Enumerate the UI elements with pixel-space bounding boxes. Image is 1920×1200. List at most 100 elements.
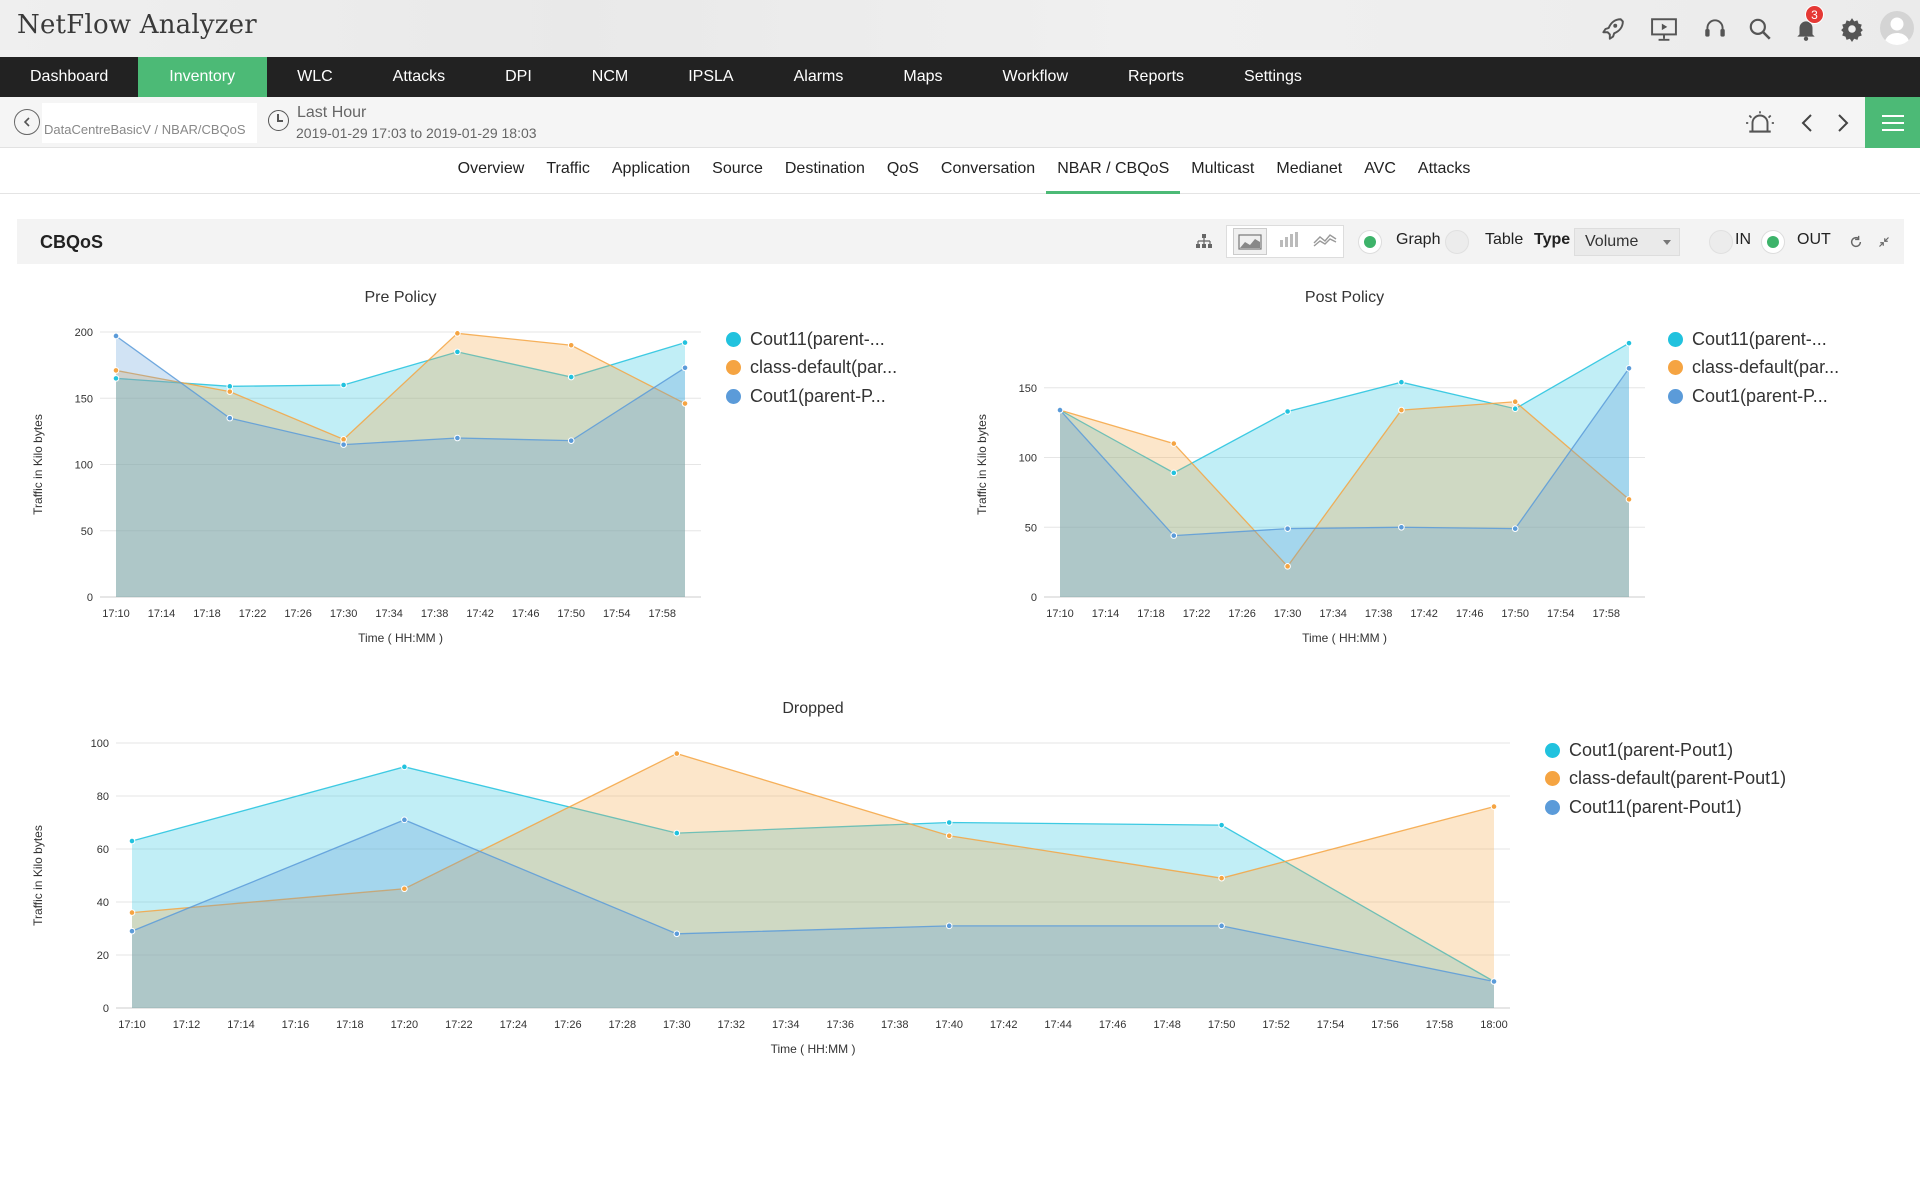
data-point[interactable] [681, 364, 689, 372]
legend-item[interactable]: Cout11(parent-... [1668, 325, 1839, 354]
data-point[interactable] [1490, 978, 1498, 985]
nav-wlc[interactable]: WLC [297, 68, 333, 85]
series-line[interactable] [131, 752, 1495, 914]
next-chevron-icon[interactable] [1828, 109, 1858, 137]
nav-inventory[interactable]: Inventory [138, 57, 268, 97]
data-point[interactable] [1218, 821, 1225, 829]
data-point[interactable] [567, 341, 575, 349]
data-point[interactable] [1398, 406, 1405, 414]
user-avatar[interactable] [1880, 11, 1914, 45]
back-button[interactable] [14, 109, 40, 135]
data-point[interactable] [1218, 922, 1225, 930]
legend-item[interactable]: Cout11(parent-Pout1) [1545, 793, 1786, 822]
data-point[interactable] [112, 375, 120, 382]
tab-overview[interactable]: Overview [457, 160, 525, 177]
tab-attacks[interactable]: Attacks [1417, 160, 1471, 177]
data-point[interactable] [226, 388, 234, 395]
data-point[interactable] [673, 750, 681, 757]
series-area[interactable] [116, 342, 685, 597]
series-line[interactable] [115, 332, 686, 441]
data-point[interactable] [112, 367, 120, 374]
series-line[interactable] [1059, 342, 1630, 474]
alarm-icon[interactable] [1745, 109, 1775, 137]
data-point[interactable] [1511, 525, 1519, 532]
tab-multicast[interactable]: Multicast [1191, 160, 1255, 177]
series-line[interactable] [115, 341, 686, 387]
series-line[interactable] [131, 766, 1495, 983]
data-point[interactable] [401, 885, 408, 893]
legend-item[interactable]: Cout1(parent-P... [1668, 382, 1839, 411]
data-point[interactable] [1511, 398, 1519, 406]
data-point[interactable] [1170, 440, 1178, 447]
nav-alarms[interactable]: Alarms [793, 68, 844, 85]
tab-source[interactable]: Source [712, 160, 763, 177]
data-point[interactable] [128, 909, 136, 916]
legend-item[interactable]: Cout1(parent-Pout1) [1545, 736, 1786, 765]
data-point[interactable] [454, 434, 461, 442]
series-line[interactable] [131, 819, 1495, 983]
data-point[interactable] [1511, 405, 1519, 413]
data-point[interactable] [401, 816, 408, 824]
data-point[interactable] [454, 348, 461, 356]
tab-traffic[interactable]: Traffic [546, 160, 590, 177]
data-point[interactable] [673, 930, 681, 938]
series-area[interactable] [132, 753, 1494, 1008]
series-area[interactable] [116, 333, 685, 597]
legend-item[interactable]: Cout11(parent-... [726, 325, 897, 354]
previous-chevron-icon[interactable] [1792, 109, 1822, 137]
data-point[interactable] [340, 441, 347, 448]
nav-reports[interactable]: Reports [1128, 68, 1185, 85]
series-line[interactable] [1059, 367, 1630, 537]
collapse-icon[interactable] [1874, 228, 1894, 256]
tab-application[interactable]: Application [611, 160, 691, 177]
headset-icon[interactable] [1700, 14, 1730, 44]
series-area[interactable] [132, 766, 1494, 1008]
data-point[interactable] [1490, 803, 1498, 810]
data-point[interactable] [128, 927, 136, 935]
legend-item[interactable]: class-default(par... [726, 354, 897, 383]
nav-attacks[interactable]: Attacks [392, 68, 446, 85]
legend-item[interactable]: Cout1(parent-P... [726, 382, 897, 411]
data-point[interactable] [1284, 563, 1291, 570]
nav-dashboard[interactable]: Dashboard [30, 68, 109, 85]
nav-settings[interactable]: Settings [1244, 68, 1302, 85]
series-area[interactable] [1060, 368, 1629, 597]
area-chart-icon[interactable] [1232, 228, 1267, 255]
tab-medianet[interactable]: Medianet [1276, 160, 1343, 177]
rocket-icon[interactable] [1597, 14, 1627, 44]
data-point[interactable] [1218, 874, 1225, 882]
data-point[interactable] [1398, 378, 1405, 386]
tab-qos[interactable]: QoS [886, 160, 919, 177]
data-point[interactable] [1625, 339, 1633, 347]
notification-bell-icon[interactable]: 3 [1791, 5, 1824, 44]
data-point[interactable] [1170, 469, 1178, 477]
data-point[interactable] [1284, 408, 1291, 415]
nav-dpi[interactable]: DPI [505, 68, 532, 85]
data-point[interactable] [340, 436, 347, 443]
data-point[interactable] [1284, 525, 1291, 532]
series-line[interactable] [115, 335, 686, 446]
bar-chart-icon[interactable] [1278, 231, 1302, 252]
legend-item[interactable]: class-default(parent-Pout1) [1545, 765, 1786, 794]
data-point[interactable] [340, 381, 347, 389]
data-point[interactable] [945, 819, 953, 826]
hamburger-menu-icon[interactable] [1865, 97, 1920, 148]
refresh-icon[interactable] [1846, 228, 1866, 256]
tab-conversation[interactable]: Conversation [940, 160, 1036, 177]
in-radio[interactable] [1709, 230, 1733, 254]
line-chart-icon[interactable] [1313, 231, 1337, 252]
data-point[interactable] [567, 437, 575, 444]
data-point[interactable] [567, 373, 575, 381]
settings-gear-icon[interactable] [1837, 14, 1867, 44]
data-point[interactable] [226, 383, 234, 390]
graph-radio[interactable] [1358, 230, 1382, 254]
data-point[interactable] [1398, 523, 1405, 531]
type-select[interactable]: Volume [1574, 228, 1680, 256]
out-radio[interactable] [1761, 230, 1785, 254]
tab-destination[interactable]: Destination [784, 160, 865, 177]
breadcrumb[interactable]: DataCentreBasicV / NBAR/CBQoS [44, 125, 246, 137]
series-line[interactable] [1059, 401, 1630, 568]
legend-item[interactable]: class-default(par... [1668, 354, 1839, 383]
series-area[interactable] [1060, 401, 1629, 597]
data-point[interactable] [945, 922, 953, 930]
